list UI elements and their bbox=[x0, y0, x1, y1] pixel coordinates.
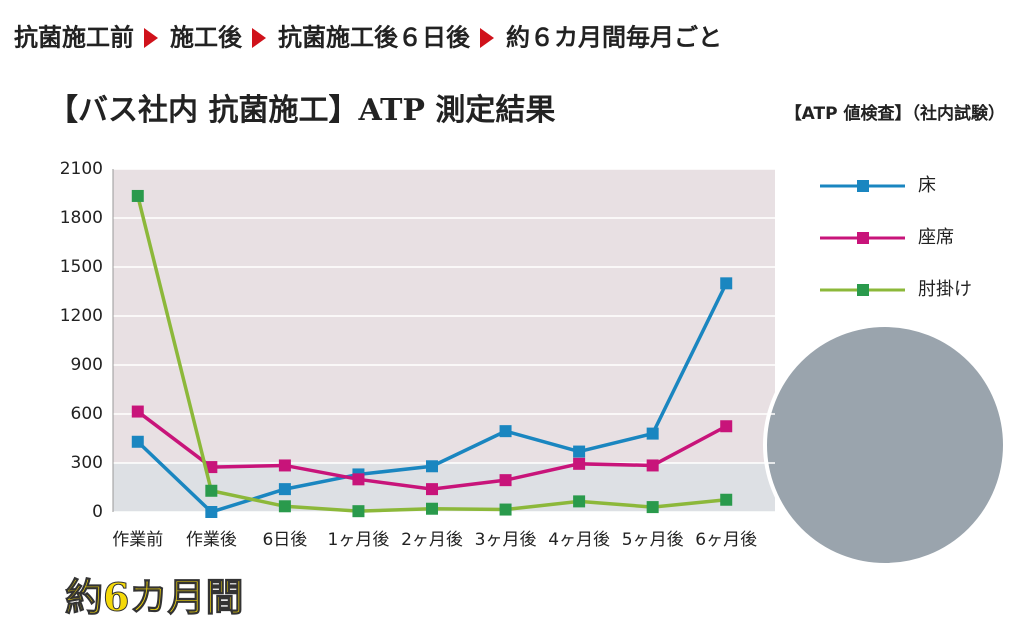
marker bbox=[426, 460, 438, 473]
legend-label: 座席 bbox=[918, 227, 954, 248]
marker bbox=[205, 506, 218, 518]
x-tick-label: 5ヶ月後 bbox=[622, 530, 684, 550]
marker bbox=[278, 500, 291, 513]
x-tick-label: 作業前 bbox=[112, 530, 163, 550]
marker bbox=[720, 493, 733, 506]
marker bbox=[131, 189, 144, 202]
marker bbox=[426, 502, 438, 515]
marker bbox=[205, 484, 218, 497]
breadcrumb-item: 抗菌施工後６日後 bbox=[278, 23, 471, 52]
y-tick-label: 0 bbox=[92, 502, 103, 522]
x-tick-label: 3ヶ月後 bbox=[475, 530, 537, 550]
marker bbox=[646, 459, 659, 472]
x-tick-label: 2ヶ月後 bbox=[401, 530, 463, 550]
x-tick-label: 6ヶ月後 bbox=[695, 530, 757, 550]
marker bbox=[426, 483, 438, 496]
chart-title: 【バス社内 抗菌施工】ATP 測定結果 bbox=[48, 93, 555, 128]
marker bbox=[720, 420, 733, 433]
breadcrumb-item: 抗菌施工前 bbox=[14, 23, 134, 52]
x-tick-label: 6日後 bbox=[262, 530, 307, 550]
marker bbox=[278, 483, 291, 496]
legend-marker bbox=[857, 284, 869, 296]
marker bbox=[352, 505, 365, 518]
header-bg bbox=[0, 0, 1024, 80]
marker bbox=[131, 435, 144, 448]
arrow bbox=[144, 28, 158, 48]
marker bbox=[573, 445, 586, 458]
y-tick-label: 600 bbox=[71, 404, 103, 424]
marker bbox=[499, 425, 512, 438]
arrow bbox=[252, 28, 266, 48]
arrow bbox=[480, 28, 494, 48]
x-tick-label: 1ヶ月後 bbox=[328, 530, 390, 550]
marker bbox=[205, 461, 218, 474]
marker bbox=[646, 501, 659, 514]
x-tick-label: 作業後 bbox=[186, 530, 237, 550]
photo-border bbox=[763, 323, 1007, 567]
legend-label: 肘掛け bbox=[918, 279, 972, 300]
footer-text: 約6カ月間 bbox=[65, 575, 243, 620]
chart-subtitle: 【ATP 値検査】（社内試験） bbox=[785, 103, 1005, 124]
y-tick-label: 1200 bbox=[60, 306, 103, 326]
marker bbox=[131, 405, 144, 418]
breadcrumb: 抗菌施工前 施工後 抗菌施工後６日後 約６カ月間毎月ごと bbox=[14, 23, 722, 52]
marker bbox=[573, 457, 586, 470]
legend-label: 床 bbox=[918, 175, 936, 196]
marker bbox=[573, 495, 586, 508]
x-tick-label: 4ヶ月後 bbox=[548, 530, 610, 550]
marker bbox=[720, 277, 733, 290]
plot-area bbox=[113, 169, 775, 512]
y-tick-label: 1500 bbox=[60, 257, 103, 277]
y-tick-label: 900 bbox=[71, 355, 103, 375]
legend-marker bbox=[857, 232, 869, 244]
marker bbox=[646, 427, 659, 440]
marker bbox=[499, 503, 512, 516]
legend-marker bbox=[857, 180, 869, 192]
y-tick-label: 1800 bbox=[60, 208, 103, 228]
breadcrumb-item: 約６カ月間毎月ごと bbox=[506, 23, 722, 52]
photo bbox=[765, 325, 1005, 565]
breadcrumb-item: 施工後 bbox=[170, 23, 243, 52]
y-tick-label: 2100 bbox=[60, 159, 103, 179]
marker bbox=[499, 474, 512, 487]
marker bbox=[278, 459, 291, 472]
marker bbox=[352, 473, 365, 486]
y-tick-label: 300 bbox=[71, 453, 103, 473]
